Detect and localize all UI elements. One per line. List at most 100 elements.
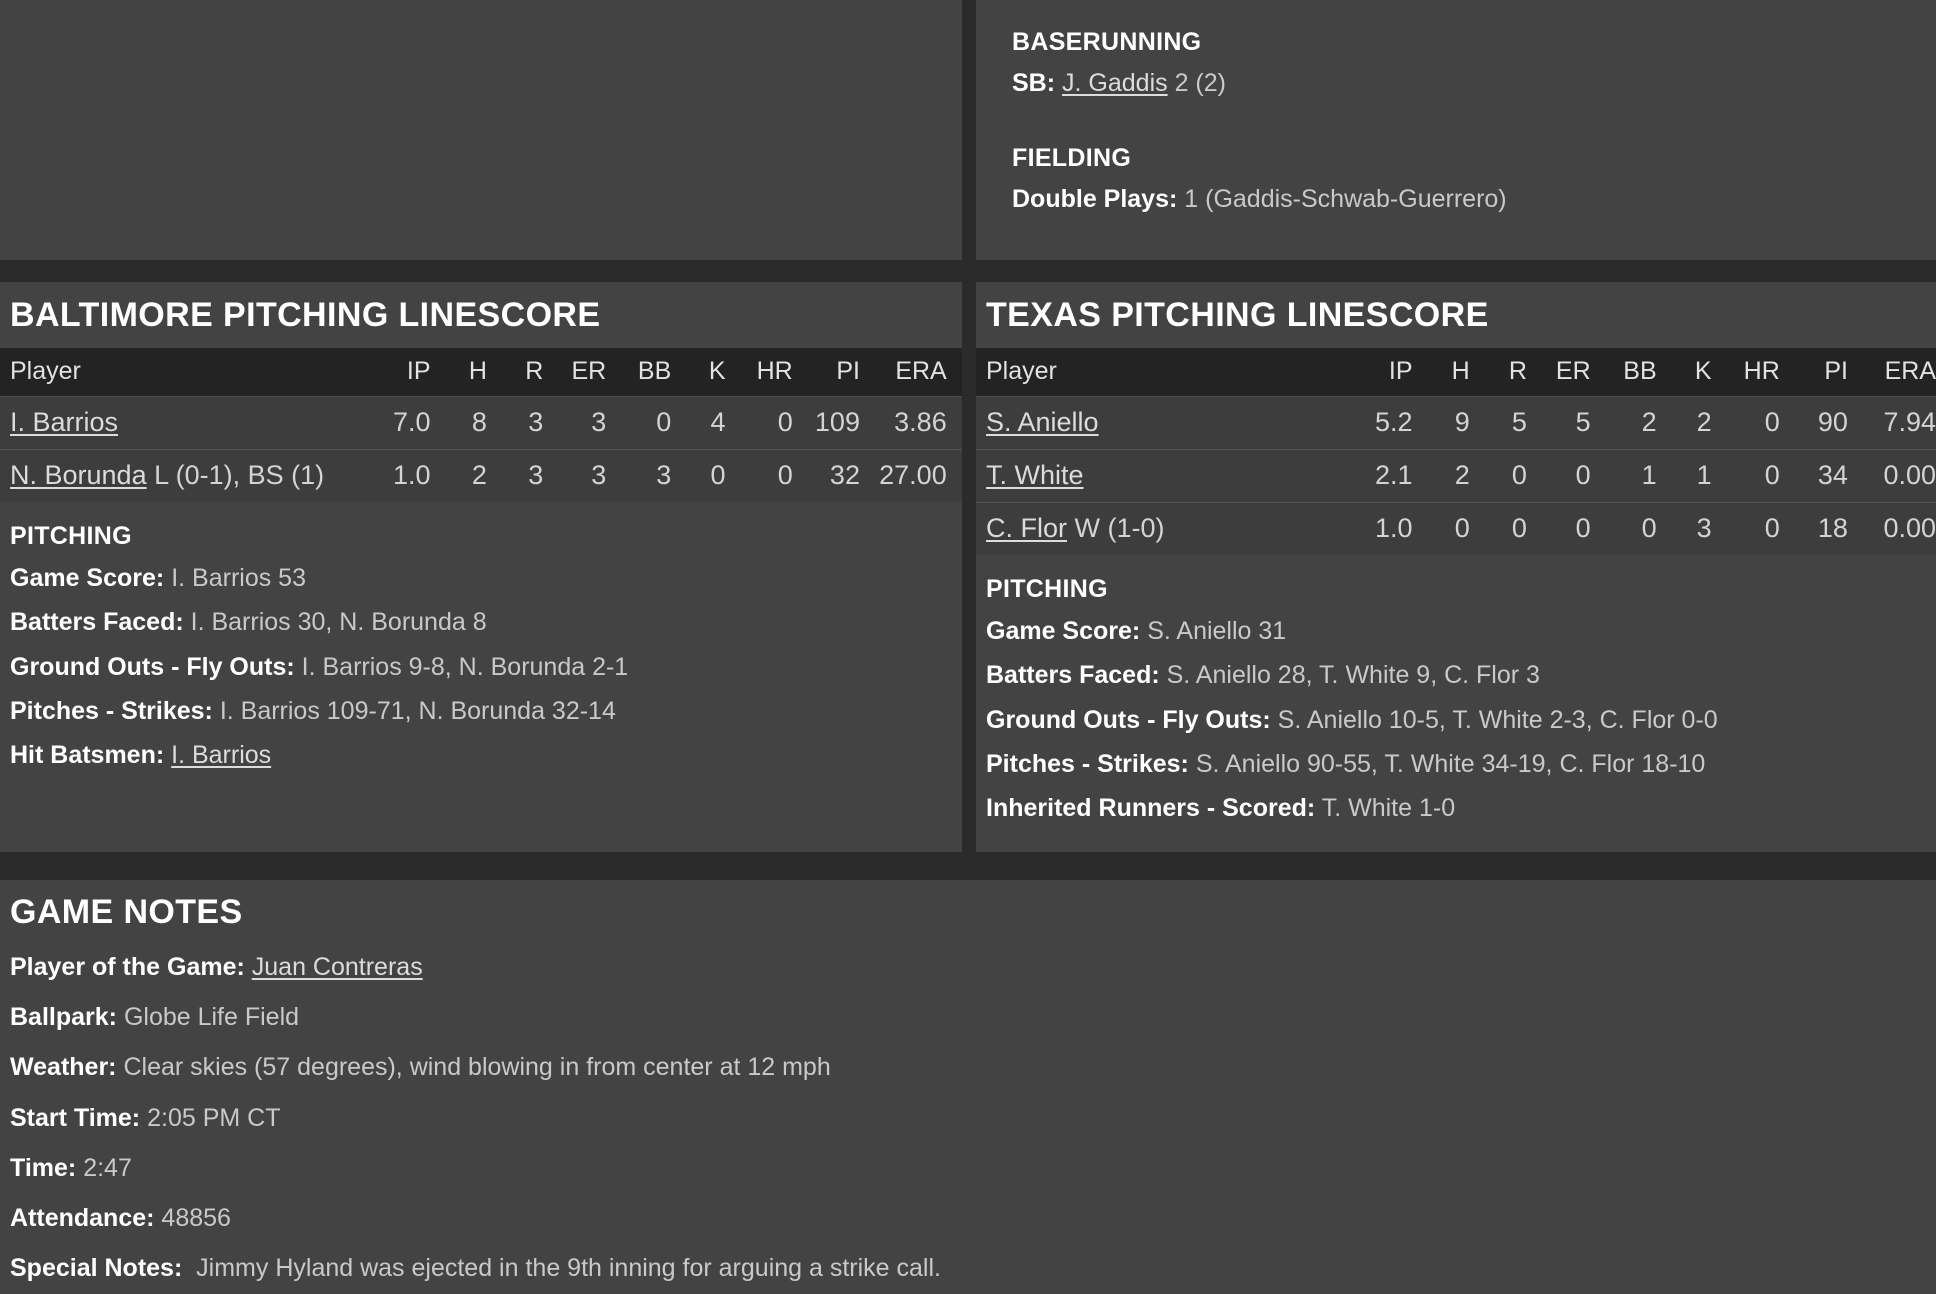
stat-hr: 0: [725, 448, 793, 502]
note-label: Batters Faced:: [10, 608, 184, 637]
stat-h: 8: [430, 395, 487, 450]
col-header-er[interactable]: ER: [543, 347, 607, 397]
note-game-score: Game Score: S. Aniello 31: [986, 609, 1936, 653]
stat-pi: 90: [1779, 395, 1848, 450]
table-row: N. Borunda L (0-1), BS (1) 1.0 2 3 3 3 0…: [0, 448, 962, 502]
game-note-label: Attendance:: [10, 1204, 155, 1233]
texas-pitching-notes: PITCHING Game Score: S. Aniello 31 Batte…: [976, 554, 1936, 853]
baltimore-pitching-title: BALTIMORE PITCHING LINESCORE: [0, 282, 962, 348]
note-value[interactable]: I. Barrios 109-71, N. Borunda 32-14: [219, 696, 616, 725]
col-header-k[interactable]: K: [1656, 347, 1712, 397]
stat-pi: 109: [792, 395, 860, 450]
game-notes-panel: GAME NOTES Player of the Game: Juan Cont…: [0, 880, 1936, 1294]
col-header-h[interactable]: H: [1412, 347, 1470, 397]
col-header-era[interactable]: ERA: [1847, 347, 1936, 397]
stat-ip: 5.2: [1344, 395, 1413, 450]
texas-pitching-panel: TEXAS PITCHING LINESCORE Player IP H R E…: [976, 282, 1936, 853]
stat-er: 3: [543, 448, 607, 502]
stat-k: 3: [1656, 501, 1712, 555]
table-row: S. Aniello 5.2 9 5 5 2 2 0 90 7.94: [976, 395, 1936, 450]
note-game-score: Game Score: I. Barrios 53: [10, 556, 962, 600]
stat-hr: 0: [1711, 501, 1780, 555]
col-header-ip[interactable]: IP: [363, 347, 431, 397]
stat-era: 7.94: [1847, 395, 1936, 450]
stat-r: 0: [1469, 448, 1527, 503]
note-value[interactable]: S. Aniello 31: [1147, 617, 1287, 646]
pitching-linescore-band: BALTIMORE PITCHING LINESCORE Player IP H…: [0, 282, 1936, 853]
col-header-hr[interactable]: HR: [1711, 347, 1780, 397]
player-link-n-borunda[interactable]: N. Borunda: [10, 459, 147, 490]
player-link-c-flor[interactable]: C. Flor: [986, 512, 1067, 543]
stat-er: 5: [1526, 395, 1591, 450]
player-link-juan-contreras[interactable]: Juan Contreras: [251, 952, 423, 981]
game-note-value: Clear skies (57 degrees), wind blowing i…: [123, 1053, 831, 1082]
stat-bb: 3: [606, 448, 672, 502]
game-note-label: Ballpark:: [10, 1003, 117, 1032]
table-header-row: Player IP H R ER BB K HR PI ERA: [976, 347, 1936, 397]
stat-pi: 18: [1779, 501, 1848, 555]
stat-bb: 1: [1590, 448, 1657, 503]
col-header-player[interactable]: Player: [0, 347, 364, 397]
column-gutter: [962, 0, 976, 260]
stat-era: 3.86: [859, 395, 947, 450]
col-header-r[interactable]: R: [1469, 347, 1527, 397]
note-value[interactable]: S. Aniello 28, T. White 9, C. Flor 3: [1166, 661, 1540, 690]
stat-r: 0: [1469, 501, 1527, 555]
pitching-notes-heading: PITCHING: [986, 574, 1108, 603]
stat-era: 27.00: [859, 448, 947, 502]
note-inherited-runners: Inherited Runners - Scored: T. White 1-0: [986, 786, 1936, 830]
baserunning-sb-label: SB:: [1012, 68, 1056, 97]
stat-h: 0: [1412, 501, 1470, 555]
col-header-pi[interactable]: PI: [1779, 347, 1848, 397]
col-header-bb[interactable]: BB: [606, 347, 672, 397]
table-row: T. White 2.1 2 0 0 1 1 0 34 0.00: [976, 448, 1936, 503]
table-row: C. Flor W (1-0) 1.0 0 0 0 0 3 0 18 0.00: [976, 501, 1936, 555]
fielding-dp-line: Double Plays: 1 (Gaddis-Schwab-Guerrero): [1012, 181, 1936, 218]
player-link-t-white[interactable]: T. White: [986, 459, 1084, 490]
note-value[interactable]: S. Aniello 10-5, T. White 2-3, C. Flor 0…: [1277, 705, 1718, 734]
stat-r: 3: [486, 395, 544, 450]
game-note-special-notes: Special Notes: Jimmy Hyland was ejected …: [0, 1243, 1936, 1293]
note-label: Ground Outs - Fly Outs:: [10, 652, 295, 681]
col-header-h[interactable]: H: [430, 347, 487, 397]
baserunning-sb-value: 2 (2): [1174, 68, 1226, 97]
baltimore-pitching-panel: BALTIMORE PITCHING LINESCORE Player IP H…: [0, 282, 962, 853]
note-value[interactable]: S. Aniello 90-55, T. White 34-19, C. Flo…: [1195, 749, 1706, 778]
col-header-bb[interactable]: BB: [1590, 347, 1657, 397]
col-header-r[interactable]: R: [486, 347, 544, 397]
band-separator-2: [0, 852, 1936, 881]
col-header-pi[interactable]: PI: [792, 347, 860, 397]
col-header-k[interactable]: K: [671, 347, 726, 397]
note-ground-fly-outs: Ground Outs - Fly Outs: S. Aniello 10-5,…: [986, 698, 1936, 742]
col-header-player[interactable]: Player: [976, 347, 1345, 397]
col-header-ip[interactable]: IP: [1344, 347, 1413, 397]
note-value[interactable]: I. Barrios 30, N. Borunda 8: [190, 608, 487, 637]
note-value[interactable]: T. White 1-0: [1321, 794, 1456, 823]
player-link-i-barrios[interactable]: I. Barrios: [10, 406, 119, 437]
band-separator-1: [0, 260, 1936, 282]
game-notes-title: GAME NOTES: [10, 893, 243, 932]
note-batters-faced: Batters Faced: S. Aniello 28, T. White 9…: [986, 653, 1936, 697]
col-header-era[interactable]: ERA: [859, 347, 947, 397]
col-header-er[interactable]: ER: [1526, 347, 1591, 397]
stat-era: 0.00: [1847, 501, 1936, 555]
stat-er: 0: [1526, 448, 1591, 503]
game-note-ballpark: Ballpark: Globe Life Field: [0, 992, 1936, 1042]
game-note-label: Special Notes:: [10, 1254, 183, 1283]
stat-r: 3: [486, 448, 544, 502]
game-note-value: 48856: [161, 1204, 231, 1233]
note-value[interactable]: I. Barrios 53: [171, 564, 306, 593]
game-note-label: Player of the Game:: [10, 952, 245, 981]
player-link-s-aniello[interactable]: S. Aniello: [986, 406, 1099, 437]
misc-right-panel: BASERUNNING SB: J. Gaddis 2 (2) FIELDING…: [976, 0, 1936, 260]
game-note-start-time: Start Time: 2:05 PM CT: [0, 1093, 1936, 1143]
stat-bb: 0: [606, 395, 672, 450]
stat-ip: 7.0: [363, 395, 431, 450]
stat-k: 1: [1656, 448, 1712, 503]
note-value[interactable]: I. Barrios 9-8, N. Borunda 2-1: [301, 652, 629, 681]
player-link-j-gaddis[interactable]: J. Gaddis: [1062, 68, 1168, 97]
game-note-label: Weather:: [10, 1053, 117, 1082]
player-link-i-barrios[interactable]: I. Barrios: [171, 741, 272, 770]
col-header-hr[interactable]: HR: [725, 347, 793, 397]
